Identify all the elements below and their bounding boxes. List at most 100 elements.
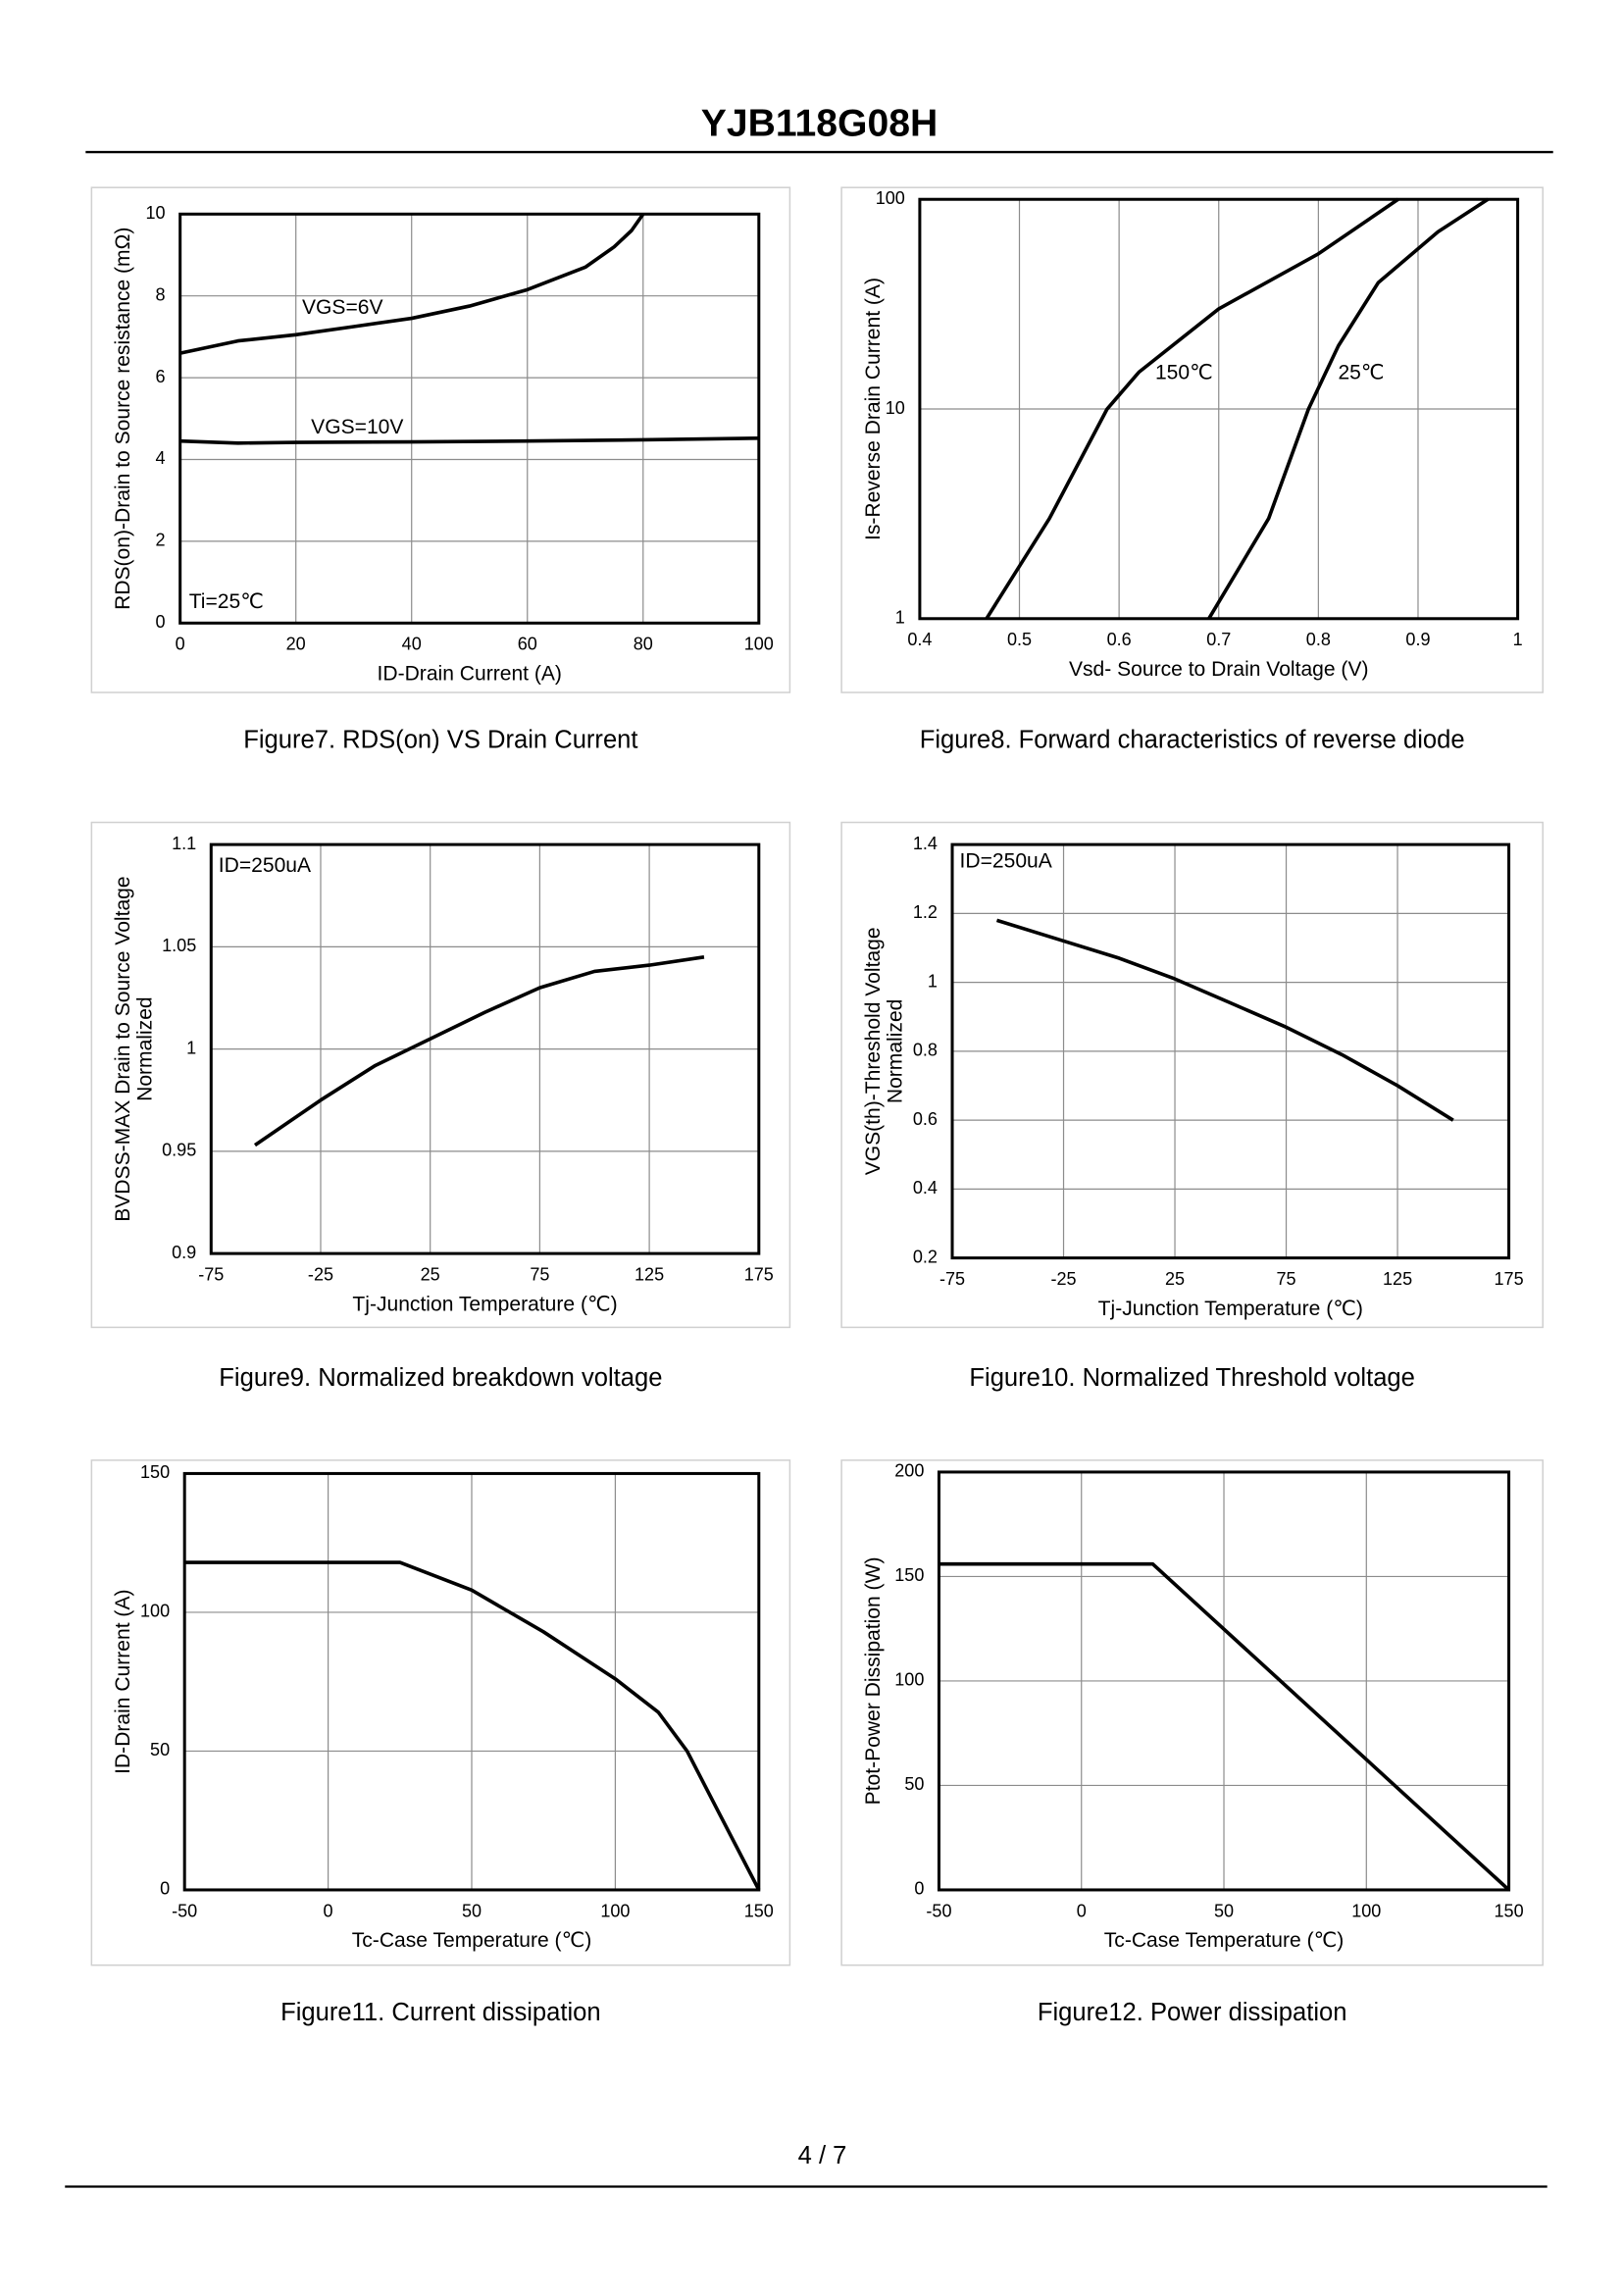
chart-frame <box>90 186 791 693</box>
x-tick-label: 75 <box>530 1264 549 1284</box>
x-tick-label: 150 <box>744 1901 774 1920</box>
y-tick-label: 1 <box>895 608 905 628</box>
series-label: 150℃ <box>1155 361 1213 383</box>
x-tick-label: 0.7 <box>1206 630 1231 649</box>
x-tick-label: 0.5 <box>1007 630 1032 649</box>
y-axis-label: VGS(th)-Threshold Voltage <box>862 927 885 1175</box>
y-tick-label: 0.9 <box>172 1243 196 1262</box>
y-axis-label: Is-Reverse Drain Current (A) <box>862 278 885 540</box>
x-tick-label: 0.8 <box>1306 630 1331 649</box>
annotation: ID=250uA <box>219 854 311 877</box>
figure-caption: Figure7. RDS(on) VS Drain Current <box>243 726 637 753</box>
x-tick-label: 175 <box>744 1264 774 1284</box>
data-line <box>985 197 1399 620</box>
y-tick-label: 50 <box>150 1740 170 1759</box>
y-tick-label: 150 <box>894 1565 924 1585</box>
y-tick-label: 0.8 <box>913 1041 938 1060</box>
y-axis-label: BVDSS-MAX Drain to Source Voltage <box>112 876 134 1221</box>
figure-caption: Figure11. Current dissipation <box>280 1999 601 2026</box>
y-tick-label: 50 <box>904 1774 924 1794</box>
y-tick-label: 1.2 <box>913 902 938 922</box>
y-tick-label: 0.2 <box>913 1247 938 1266</box>
chart-frame <box>840 186 1544 693</box>
y-tick-label: 8 <box>156 284 166 304</box>
y-tick-label: 200 <box>894 1461 924 1481</box>
x-tick-label: 0 <box>176 635 185 654</box>
x-tick-label: 0.9 <box>1405 630 1430 649</box>
x-tick-label: -50 <box>172 1901 197 1920</box>
figure-caption: Figure10. Normalized Threshold voltage <box>969 1364 1414 1392</box>
y-tick-label: 0 <box>160 1879 170 1899</box>
annotation: Ti=25℃ <box>189 590 264 613</box>
data-line <box>179 213 645 355</box>
x-axis-label: ID-Drain Current (A) <box>378 663 562 686</box>
x-tick-label: 25 <box>1165 1269 1185 1289</box>
y-tick-label: 1.1 <box>172 834 196 853</box>
y-axis-label: ID-Drain Current (A) <box>112 1589 134 1773</box>
plot-border <box>209 842 761 1255</box>
series-label: VGS=6V <box>302 296 383 319</box>
y-tick-label: 6 <box>156 367 166 386</box>
y-tick-label: 1 <box>186 1038 196 1057</box>
x-tick-label: 75 <box>1277 1269 1296 1289</box>
chart-frame <box>840 821 1544 1329</box>
y-tick-label: 100 <box>894 1670 924 1690</box>
data-line <box>1207 197 1490 620</box>
series-label: 25℃ <box>1338 361 1384 383</box>
x-tick-label: 80 <box>634 635 653 654</box>
x-tick-label: 100 <box>1351 1901 1381 1920</box>
y-axis-label: RDS(on)-Drain to Source resistance (mΩ) <box>112 228 134 610</box>
chart-frame <box>90 1459 791 1966</box>
data-line <box>179 436 759 445</box>
x-tick-label: 50 <box>462 1901 482 1920</box>
series-label: VGS=10V <box>311 416 403 438</box>
y-axis-label: Ptot-Power Dissipation (W) <box>862 1557 885 1806</box>
x-tick-label: 175 <box>1495 1269 1524 1289</box>
x-tick-label: -25 <box>308 1264 333 1284</box>
chart-frame <box>840 1459 1544 1966</box>
y-tick-label: 1.05 <box>162 936 196 955</box>
x-tick-label: 0 <box>324 1901 333 1920</box>
x-tick-label: 20 <box>286 635 306 654</box>
y-tick-label: 100 <box>876 188 905 208</box>
plot-border <box>182 1471 761 1892</box>
x-tick-label: 60 <box>518 635 537 654</box>
x-axis-label: Tc-Case Temperature (℃) <box>352 1929 592 1952</box>
y-tick-label: 0 <box>156 612 166 632</box>
x-tick-label: 150 <box>1495 1901 1524 1920</box>
x-tick-label: 125 <box>1383 1269 1412 1289</box>
x-axis-label: Tj-Junction Temperature (℃) <box>1098 1298 1363 1320</box>
x-tick-label: -75 <box>939 1269 965 1289</box>
y-tick-label: 100 <box>140 1602 170 1621</box>
x-tick-label: 40 <box>402 635 422 654</box>
y-tick-label: 150 <box>140 1462 170 1482</box>
x-tick-label: 50 <box>1214 1901 1234 1920</box>
page-number: 4 / 7 <box>798 2142 847 2169</box>
x-tick-label: 0.6 <box>1107 630 1132 649</box>
figure-caption: Figure8. Forward characteristics of reve… <box>920 726 1465 753</box>
plot-border <box>950 842 1511 1260</box>
y-tick-label: 1 <box>928 971 938 991</box>
y-tick-label: 0.4 <box>913 1178 938 1198</box>
y-tick-label: 1.4 <box>913 834 938 853</box>
y-axis-label: Normalized <box>134 996 157 1101</box>
header-title: YJB118G08H <box>701 102 938 144</box>
annotation: ID=250uA <box>960 850 1052 873</box>
data-line <box>253 955 705 1147</box>
plot-border <box>937 1470 1511 1892</box>
x-tick-label: 0 <box>1077 1901 1087 1920</box>
y-tick-label: 0 <box>914 1879 924 1899</box>
plot-border <box>918 197 1520 621</box>
x-tick-label: 100 <box>600 1901 630 1920</box>
chart-frame <box>90 821 791 1329</box>
x-tick-label: 100 <box>744 635 774 654</box>
data-line <box>184 1560 761 1891</box>
y-tick-label: 10 <box>886 398 905 418</box>
x-axis-label: Tc-Case Temperature (℃) <box>1104 1929 1345 1952</box>
x-axis-label: Tj-Junction Temperature (℃) <box>352 1293 617 1315</box>
figure-caption: Figure12. Power dissipation <box>1038 1999 1347 2026</box>
plot-border <box>178 212 761 625</box>
